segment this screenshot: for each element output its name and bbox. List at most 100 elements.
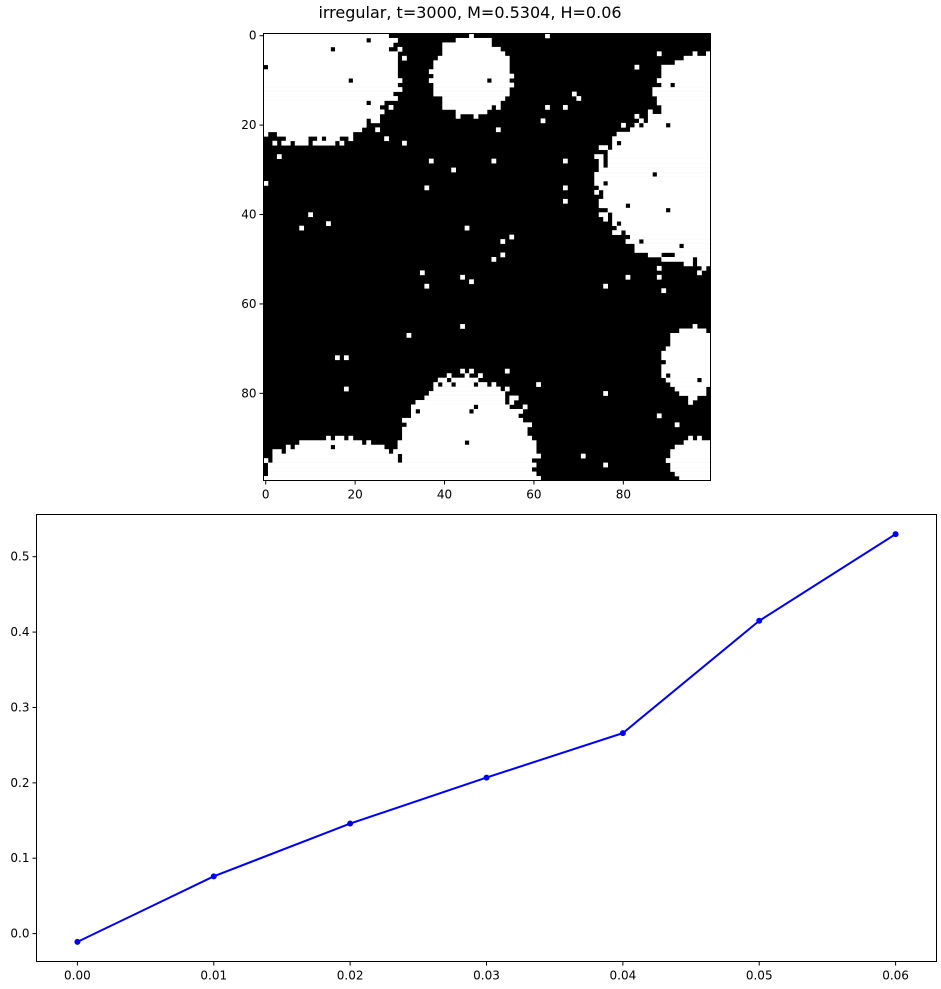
lattice-x-tick-label: 80 [616, 488, 631, 502]
up-spin-run [428, 391, 506, 396]
up-spin-run [701, 377, 711, 383]
up-spin-run [603, 194, 711, 200]
lattice-y-tick-label: 80 [241, 386, 256, 400]
up-spin-run [263, 109, 385, 115]
up-spin-run [317, 136, 322, 142]
up-spin-run [267, 64, 398, 70]
up-spin-run [455, 37, 492, 43]
up-spin-run [674, 422, 680, 428]
up-spin-run [661, 364, 711, 370]
up-spin-run [674, 82, 711, 88]
data-point [210, 873, 217, 880]
up-spin-run [509, 400, 515, 405]
up-spin-run [661, 82, 671, 88]
up-spin-run [263, 60, 398, 66]
up-spin-run [661, 105, 711, 110]
up-spin-run [661, 69, 711, 75]
up-spin-run [509, 234, 515, 240]
up-spin-run [478, 404, 510, 410]
up-spin-run [603, 391, 608, 396]
up-spin-run [656, 172, 711, 177]
up-spin-run [607, 181, 711, 186]
up-spin-run [661, 109, 711, 115]
line-series [74, 531, 899, 945]
line-x-tick-label: 0.06 [882, 969, 909, 983]
up-spin-run [406, 332, 412, 338]
up-spin-run [697, 435, 702, 441]
up-spin-run [263, 118, 367, 124]
up-spin-run [598, 167, 711, 173]
data-point [483, 774, 490, 781]
up-spin-run [263, 476, 541, 481]
lattice-axes-frame [263, 33, 711, 481]
up-spin-run [625, 239, 640, 244]
up-spin-run [442, 51, 506, 57]
up-spin-run [495, 127, 501, 133]
up-spin-run [281, 140, 291, 146]
up-spin-run [661, 355, 711, 361]
up-spin-run [267, 467, 532, 472]
up-spin-run [263, 91, 394, 97]
up-spin-run [665, 346, 711, 352]
up-spin-run [424, 395, 506, 401]
up-spin-run [469, 440, 537, 446]
up-spin-run [647, 252, 662, 258]
up-spin-run [634, 243, 680, 249]
up-spin-run [263, 51, 398, 57]
up-spin-run [402, 453, 541, 459]
up-spin-run [424, 185, 430, 191]
up-spin-run [312, 140, 336, 146]
up-spin-run [594, 172, 653, 177]
up-spin-run [656, 413, 662, 419]
up-spin-run [402, 435, 532, 441]
line-x-ticks: 0.00 0.01 0.02 0.03 0.04 0.05 0.06 [64, 961, 909, 983]
up-spin-run [607, 149, 711, 155]
up-spin-run [469, 368, 474, 374]
lattice-x-tick-label: 40 [437, 488, 452, 502]
up-spin-run [335, 46, 389, 52]
up-spin-run [638, 118, 644, 124]
line-x-tick-label: 0.03 [473, 969, 500, 983]
up-spin-run [433, 64, 510, 70]
up-spin-run [263, 113, 381, 119]
up-spin-run [598, 163, 604, 168]
up-spin-run [276, 154, 282, 159]
up-spin-run [692, 51, 698, 57]
up-spin-run [670, 332, 711, 338]
up-spin-run [674, 60, 711, 66]
up-spin-run [536, 382, 541, 387]
up-spin-run [674, 471, 711, 477]
up-spin-run [630, 203, 711, 209]
up-spin-run [263, 181, 269, 186]
up-spin-run [594, 176, 711, 182]
up-spin-run [263, 82, 398, 88]
up-spin-run [263, 87, 403, 92]
up-spin-run [473, 408, 524, 414]
up-spin-run [464, 225, 470, 231]
up-spin-run [491, 382, 497, 387]
up-spin-run [352, 78, 403, 83]
up-spin-run [683, 440, 711, 446]
up-spin-run [478, 373, 483, 378]
up-spin-run [656, 51, 662, 57]
up-spin-run [509, 395, 519, 401]
up-spin-run [263, 55, 398, 61]
up-spin-run [697, 270, 702, 276]
up-spin-run [652, 87, 711, 92]
up-spin-run [500, 252, 506, 258]
line-y-tick-label: 0.3 [10, 700, 29, 714]
up-spin-run [652, 91, 711, 97]
up-spin-run [674, 386, 707, 392]
up-spin-run [670, 453, 711, 459]
up-spin-run [661, 373, 667, 378]
up-spin-run [473, 113, 479, 119]
up-spin-run [598, 212, 608, 218]
up-spin-run [580, 453, 586, 459]
up-spin-run [625, 274, 631, 280]
up-spin-run [661, 288, 667, 294]
up-spin-run [478, 382, 488, 387]
up-spin-run [706, 51, 711, 57]
up-spin-run [504, 386, 510, 392]
up-spin-run [428, 158, 434, 164]
up-spin-run [263, 96, 398, 101]
